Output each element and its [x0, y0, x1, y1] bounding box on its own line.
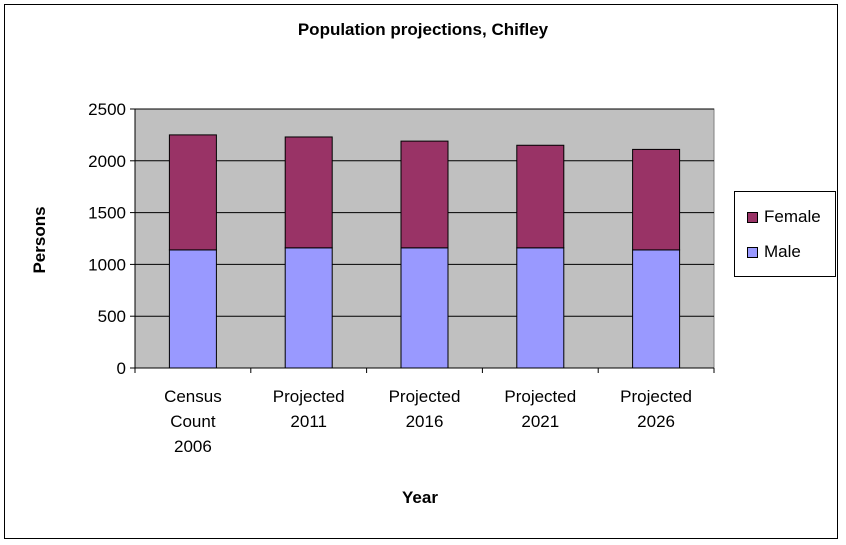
chart-title: Population projections, Chifley [297, 20, 549, 39]
bar-female-4 [632, 148, 681, 251]
x-tick-label: Projected [273, 387, 345, 406]
bar-female-1 [284, 136, 333, 249]
bar-female-0 [168, 134, 217, 251]
y-tick-label: 2000 [88, 152, 126, 171]
legend-label-female: Female [764, 207, 821, 226]
legend-label-male: Male [764, 242, 801, 261]
y-tick-label: 0 [117, 359, 126, 378]
bar-male-1 [284, 247, 333, 369]
x-tick-label: 2006 [174, 437, 212, 456]
bar-male-3 [516, 247, 565, 369]
bar-female-3 [516, 144, 565, 249]
x-tick-label: Census [164, 387, 222, 406]
x-tick-label: 2011 [290, 412, 327, 431]
bar-male-2 [400, 247, 449, 369]
bar-male-4 [632, 249, 681, 369]
legend-swatch-female [747, 211, 758, 223]
legend-item-male: Male [747, 242, 801, 262]
x-tick-label: 2016 [406, 412, 444, 431]
legend-swatch-male [747, 246, 758, 258]
y-tick-label: 2500 [88, 100, 126, 119]
x-tick-label: 2026 [637, 412, 675, 431]
legend-item-female: Female [747, 207, 821, 227]
bar-female-2 [400, 140, 449, 249]
legend: Female Male [734, 191, 836, 277]
y-tick-label: 500 [98, 307, 126, 326]
x-tick-label: 2021 [521, 412, 559, 431]
bar-male-0 [168, 249, 217, 369]
y-tick-label: 1500 [88, 204, 126, 223]
x-tick-label: Count [170, 412, 216, 431]
x-axis-label: Year [402, 488, 438, 507]
y-tick-label: 1000 [88, 255, 126, 274]
x-tick-label: Projected [389, 387, 461, 406]
x-tick-label: Projected [504, 387, 576, 406]
x-tick-label: Projected [620, 387, 692, 406]
